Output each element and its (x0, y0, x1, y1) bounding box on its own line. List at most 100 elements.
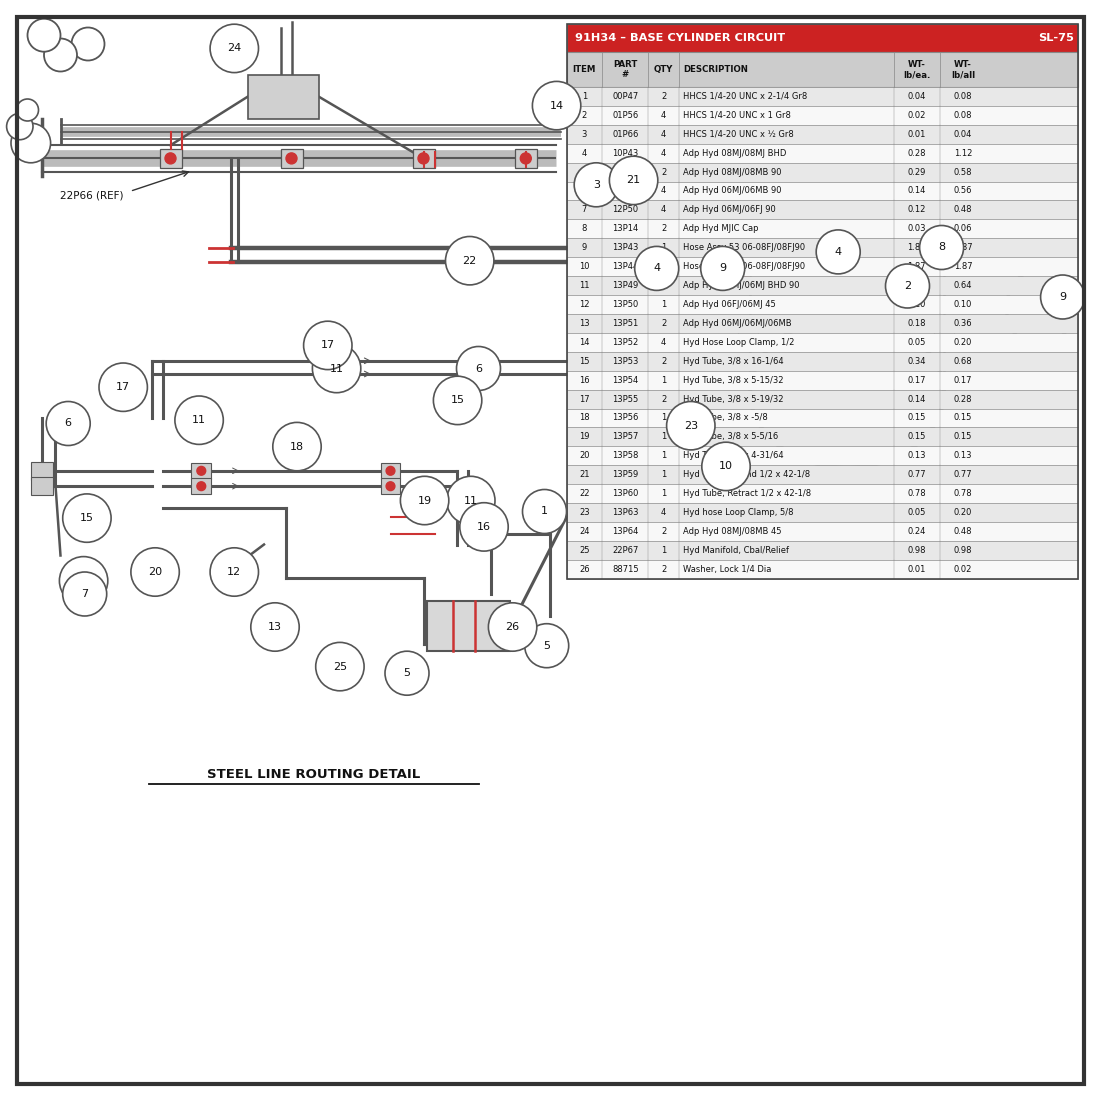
Text: SL-75: SL-75 (1037, 33, 1074, 43)
Bar (191, 463, 211, 478)
Text: 3: 3 (593, 179, 600, 190)
Text: 1.12: 1.12 (954, 148, 972, 157)
Text: 4: 4 (653, 263, 660, 274)
Text: 8: 8 (582, 224, 587, 233)
Text: 22P67: 22P67 (612, 546, 638, 554)
Text: 1: 1 (661, 451, 667, 460)
Text: 10: 10 (719, 461, 733, 472)
Text: 1.87: 1.87 (908, 262, 926, 271)
Text: 17: 17 (117, 382, 130, 393)
Text: 5: 5 (582, 167, 587, 176)
Text: 19: 19 (418, 495, 431, 506)
Circle shape (7, 113, 33, 140)
Text: 7: 7 (582, 206, 587, 214)
Text: 13P57: 13P57 (612, 432, 638, 441)
Text: 11P23: 11P23 (613, 167, 638, 176)
Text: 0.77: 0.77 (908, 471, 926, 480)
Text: 13: 13 (268, 621, 282, 632)
Text: Adp Hyd MJIC Cap: Adp Hyd MJIC Cap (683, 224, 759, 233)
Text: 0.10: 0.10 (954, 300, 972, 309)
Text: 17: 17 (579, 395, 590, 404)
Text: 21: 21 (627, 175, 640, 186)
Bar (566, 24, 1078, 52)
Text: 0.04: 0.04 (954, 130, 972, 139)
Text: 0.20: 0.20 (954, 508, 972, 517)
Circle shape (385, 651, 429, 695)
Text: Hyd hose Loop Clamp, 5/8: Hyd hose Loop Clamp, 5/8 (683, 508, 794, 517)
Text: 13P51: 13P51 (613, 319, 638, 328)
Circle shape (525, 624, 569, 668)
Text: Hyd Tube, 3/8 x 16-1/64: Hyd Tube, 3/8 x 16-1/64 (683, 356, 784, 365)
Text: 12: 12 (580, 300, 590, 309)
Text: 2: 2 (661, 224, 667, 233)
Circle shape (197, 466, 206, 475)
Text: 0.12: 0.12 (908, 206, 926, 214)
Text: 0.15: 0.15 (954, 414, 972, 422)
Bar (427, 601, 510, 651)
Circle shape (609, 156, 658, 205)
Text: Hyd Tube, 3/8 x 5-19/32: Hyd Tube, 3/8 x 5-19/32 (683, 395, 784, 404)
Text: 0.06: 0.06 (954, 224, 972, 233)
Text: 4: 4 (661, 187, 667, 196)
Text: PART
#: PART # (613, 59, 638, 79)
Text: 4: 4 (582, 148, 587, 157)
Text: Hyd Tube, 3/8 x -5/8: Hyd Tube, 3/8 x -5/8 (683, 414, 768, 422)
Bar (651, 239, 669, 256)
Text: 2: 2 (904, 280, 911, 292)
Text: 1: 1 (661, 546, 667, 554)
Text: 14: 14 (580, 338, 590, 346)
Text: 8: 8 (938, 242, 945, 253)
Text: 2: 2 (661, 167, 667, 176)
Text: 23: 23 (684, 420, 697, 431)
Bar (566, 503, 1078, 522)
Text: 1: 1 (661, 471, 667, 480)
Text: 0.08: 0.08 (954, 92, 972, 101)
Text: 2: 2 (661, 395, 667, 404)
Text: 25: 25 (580, 546, 590, 554)
Text: 16: 16 (477, 521, 491, 532)
Text: 11: 11 (330, 363, 343, 374)
Circle shape (16, 99, 38, 121)
Bar (566, 408, 1078, 428)
Text: 6: 6 (582, 187, 587, 196)
Bar (566, 352, 1078, 371)
Text: 1: 1 (661, 414, 667, 422)
Bar (160, 148, 182, 168)
Text: 9: 9 (582, 243, 587, 252)
Text: Adp Hyd 08MJ/08MB 45: Adp Hyd 08MJ/08MB 45 (683, 527, 782, 536)
Text: Hyd Tube, 3/8 x 4-31/64: Hyd Tube, 3/8 x 4-31/64 (683, 451, 784, 460)
Text: 3: 3 (582, 130, 587, 139)
Text: 0.17: 0.17 (954, 376, 972, 385)
Circle shape (197, 482, 206, 491)
Text: 21: 21 (580, 471, 590, 480)
Text: 2: 2 (661, 565, 667, 574)
Text: 2: 2 (582, 111, 587, 120)
Bar (566, 541, 1078, 560)
Bar (833, 239, 850, 256)
Text: 0.28: 0.28 (908, 148, 926, 157)
Bar (566, 144, 1078, 163)
Circle shape (99, 363, 147, 411)
Text: 13P58: 13P58 (612, 451, 638, 460)
Text: 0.98: 0.98 (908, 546, 926, 554)
Text: 0.16: 0.16 (908, 282, 926, 290)
Text: 4: 4 (661, 338, 667, 346)
Bar (566, 333, 1078, 352)
Text: WT-
lb/ea.: WT- lb/ea. (903, 59, 931, 79)
Text: 0.58: 0.58 (954, 167, 972, 176)
Text: Adp Hyd 06MJ/06MJ BHD 90: Adp Hyd 06MJ/06MJ BHD 90 (683, 282, 800, 290)
Circle shape (920, 226, 964, 270)
Bar (248, 75, 319, 119)
Text: 0.56: 0.56 (954, 187, 972, 196)
Text: Hyd Tube, Extend 1/2 x 42-1/8: Hyd Tube, Extend 1/2 x 42-1/8 (683, 471, 811, 480)
Circle shape (488, 603, 537, 651)
Text: QTY: QTY (654, 65, 673, 74)
Text: 2: 2 (661, 92, 667, 101)
Text: 5: 5 (543, 640, 550, 651)
Text: 0.13: 0.13 (908, 451, 926, 460)
Text: 13P49: 13P49 (613, 282, 638, 290)
Text: 0.15: 0.15 (908, 414, 926, 422)
Text: 11: 11 (192, 415, 206, 426)
Text: 14: 14 (550, 100, 563, 111)
Circle shape (165, 153, 176, 164)
